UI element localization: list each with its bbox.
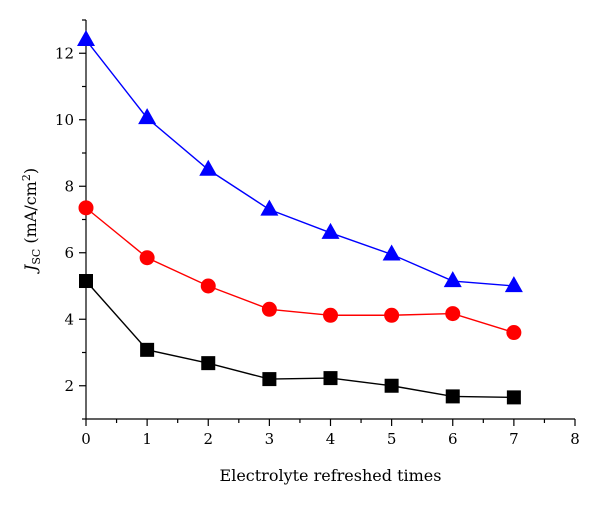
y-tick-label-2: 2 xyxy=(64,377,74,395)
series-line-triangle xyxy=(85,39,514,287)
data-point-triangle-1 xyxy=(138,108,157,125)
data-point-square-2 xyxy=(201,356,216,371)
data-point-circle-1 xyxy=(139,250,155,266)
data-point-circle-6 xyxy=(445,306,461,322)
y-axis-label-unit: (mA/cm xyxy=(21,181,40,249)
series-triangle xyxy=(77,30,523,293)
x-tick-label-5: 5 xyxy=(387,430,397,448)
data-point-square-7 xyxy=(506,390,521,405)
data-point-triangle-2 xyxy=(199,159,218,176)
series-layer xyxy=(77,30,523,405)
y-tick-label-12: 12 xyxy=(55,44,74,62)
y-axis-label-sup: 2 xyxy=(20,174,33,181)
data-point-triangle-7 xyxy=(504,276,523,293)
y-axis-label-sub: SC xyxy=(30,249,43,265)
data-point-circle-4 xyxy=(323,307,338,323)
data-point-square-4 xyxy=(323,371,338,386)
x-tick-label-0: 0 xyxy=(81,430,91,448)
data-point-circle-5 xyxy=(384,307,400,323)
data-point-square-1 xyxy=(140,342,155,357)
data-point-triangle-0 xyxy=(77,30,95,47)
y-axis-label-close: ) xyxy=(21,168,40,174)
series-square xyxy=(79,274,521,405)
x-tick-label-4: 4 xyxy=(326,430,336,448)
series-line-square xyxy=(85,280,514,399)
data-point-square-5 xyxy=(384,378,399,393)
data-point-triangle-5 xyxy=(382,244,401,261)
series-line-circle xyxy=(85,207,515,334)
x-tick-label-1: 1 xyxy=(142,430,152,448)
data-point-circle-7 xyxy=(506,325,522,341)
y-axis-label-main: J xyxy=(21,263,40,274)
x-axis-label: Electrolyte refreshed times xyxy=(220,466,442,485)
x-tick-label-8: 8 xyxy=(570,430,580,448)
x-tick-label-6: 6 xyxy=(448,430,458,448)
data-point-square-6 xyxy=(445,389,460,404)
x-tick-label-2: 2 xyxy=(203,430,213,448)
data-point-circle-3 xyxy=(261,301,277,317)
data-point-triangle-3 xyxy=(260,199,279,216)
data-point-circle-0 xyxy=(78,200,94,216)
data-point-circle-2 xyxy=(200,278,216,294)
y-tick-label-6: 6 xyxy=(64,244,74,262)
y-tick-label-4: 4 xyxy=(64,310,74,328)
series-circle xyxy=(78,200,522,341)
y-tick-label-10: 10 xyxy=(55,111,74,129)
x-tick-label-3: 3 xyxy=(265,430,275,448)
x-tick-label-7: 7 xyxy=(509,430,519,448)
data-point-triangle-4 xyxy=(321,222,340,239)
data-point-triangle-6 xyxy=(443,271,462,288)
data-point-square-0 xyxy=(79,274,93,289)
y-tick-label-8: 8 xyxy=(64,177,74,195)
y-axis-label: JSC (mA/cm2) xyxy=(20,168,43,274)
data-point-square-3 xyxy=(262,372,277,387)
